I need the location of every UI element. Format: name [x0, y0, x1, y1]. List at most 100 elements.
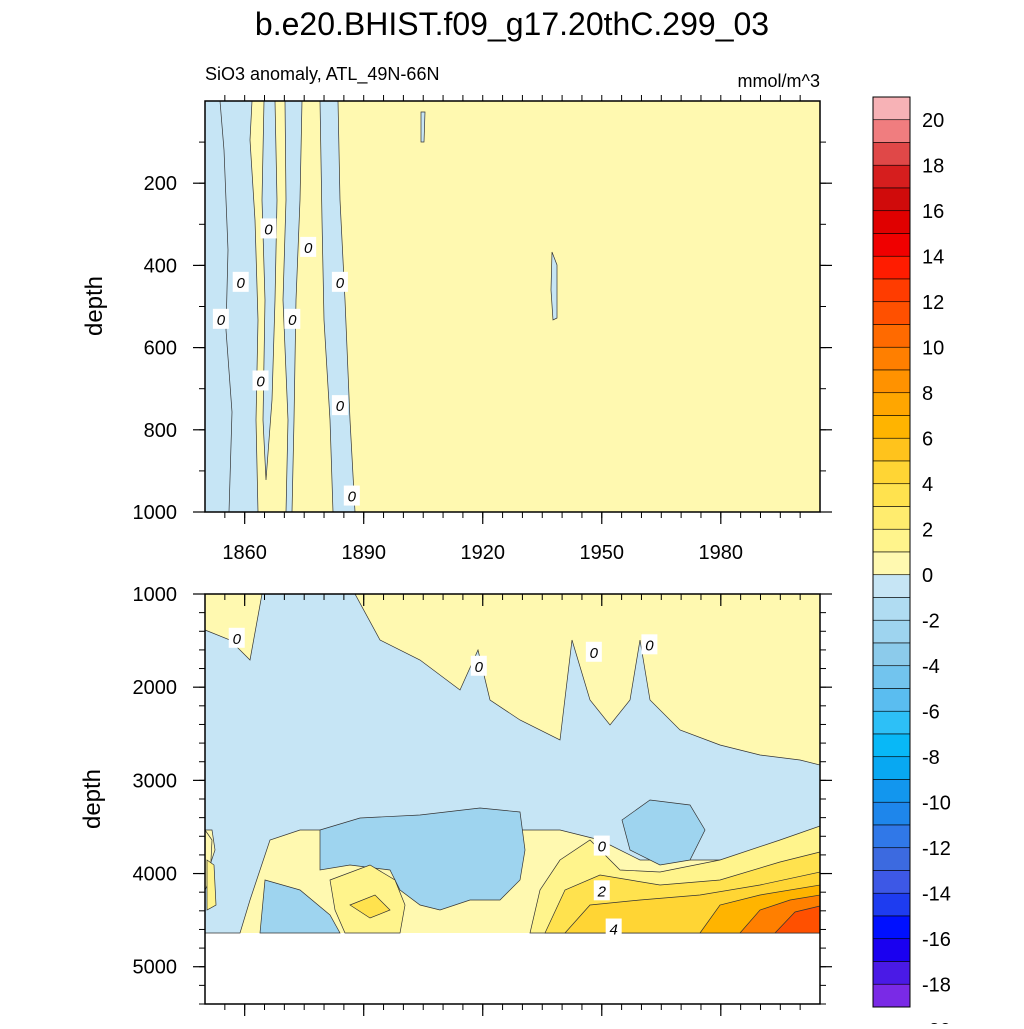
contour-label: 0 [336, 398, 345, 415]
colorbar-swatch [872, 665, 911, 689]
contour-label-box [641, 634, 658, 655]
colorbar-swatch [872, 642, 911, 667]
colorbar-swatch [872, 892, 911, 917]
contour-label-box [343, 485, 360, 506]
colorbar-label: -16 [922, 929, 951, 951]
colorbar-swatch [872, 915, 911, 940]
upper-x-tick-label: 1860 [222, 542, 267, 564]
lower-y-tick-label: 1000 [133, 584, 178, 606]
colorbar-label: 12 [922, 292, 944, 314]
contour-label-box [585, 641, 602, 662]
contour-label-box [470, 655, 487, 676]
contour-label: 0 [304, 240, 313, 257]
colorbar-swatch [872, 460, 911, 485]
colorbar-label: 14 [922, 246, 944, 268]
colorbar-label: -6 [922, 701, 940, 723]
units-label: mmol/m^3 [738, 71, 820, 91]
contour-label-box [593, 880, 610, 901]
upper-y-axis: 200 400 600 800 1000 [133, 141, 832, 524]
upper-x-tick-label: 1890 [341, 542, 386, 564]
colorbar-swatch [872, 688, 911, 712]
colorbar-label: 10 [922, 337, 944, 359]
colorbar-labels: 20181614121086420-2-4-6-8-10-12-14-16-18… [922, 110, 951, 1029]
colorbar-swatch [872, 346, 911, 371]
colorbar [872, 96, 911, 1008]
contour-label-box [300, 236, 317, 257]
contour-label: 0 [590, 645, 599, 662]
lower-y-tick-label: 4000 [133, 864, 178, 886]
colorbar-swatch [872, 255, 911, 280]
contour-label-box [252, 370, 269, 391]
contour-label-box [284, 308, 301, 329]
colorbar-swatch [872, 164, 911, 189]
contour-label-box [605, 918, 622, 939]
contour-label: 0 [336, 275, 345, 292]
colorbar-swatch [872, 574, 911, 598]
contour-label-box [260, 218, 277, 239]
lower-y-tick-label: 5000 [133, 957, 178, 979]
colorbar-swatch [872, 961, 911, 985]
contour-label: 0 [475, 659, 484, 676]
colorbar-label: -20 [922, 1020, 951, 1024]
upper-x-tick-label: 1980 [699, 542, 744, 564]
colorbar-swatch [872, 96, 911, 121]
contour-label: 0 [237, 275, 246, 292]
colorbar-label: -12 [922, 838, 951, 860]
contour-label: 0 [217, 312, 226, 329]
colorbar-swatch [872, 779, 911, 803]
colorbar-swatch [872, 528, 911, 553]
colorbar-swatch [872, 119, 911, 143]
colorbar-label: 20 [922, 110, 944, 132]
contour-label: 0 [348, 489, 357, 506]
colorbar-label: 6 [922, 428, 933, 450]
lower-positive-bump-core [349, 894, 391, 919]
contour-label-box [228, 627, 245, 648]
colorbar-swatch [872, 870, 911, 894]
colorbar-swatch [872, 142, 911, 166]
lower-x-axis [224, 594, 801, 1016]
lower-negative-core-2 [621, 799, 706, 866]
colorbar-swatch [872, 551, 911, 576]
chart-subtitle: SiO3 anomaly, ATL_49N-66N [205, 64, 439, 85]
contour-label: 0 [233, 631, 242, 648]
colorbar-swatch [872, 847, 911, 871]
contour-label-box [212, 308, 229, 329]
contour-label: 2 [597, 883, 607, 900]
upper-y-axis-label: depth [81, 276, 108, 336]
chart-title: b.e20.BHIST.f09_g17.20thC.299_03 [255, 6, 769, 42]
upper-contour-labels: 0 0 0 0 0 0 0 0 0 [212, 218, 360, 506]
upper-y-tick-label: 200 [144, 173, 177, 195]
colorbar-label: -14 [922, 883, 951, 905]
contour-label: 0 [264, 221, 273, 238]
colorbar-swatch [872, 210, 911, 234]
contour-label: 0 [288, 312, 297, 329]
upper-y-tick-label: 600 [144, 338, 177, 360]
colorbar-swatch [872, 278, 911, 303]
colorbar-label: -4 [922, 656, 940, 678]
colorbar-swatch [872, 619, 911, 644]
upper-negative-sliver [420, 111, 426, 143]
upper-y-tick-label: 800 [144, 420, 177, 442]
colorbar-swatch [872, 597, 911, 621]
colorbar-swatch [872, 324, 911, 348]
colorbar-label: -2 [922, 610, 940, 632]
contour-label: 0 [645, 637, 654, 654]
colorbar-swatch [872, 506, 911, 530]
lower-negative-core-3 [259, 879, 341, 934]
colorbar-swatch [872, 756, 911, 780]
lower-y-tick-label: 2000 [133, 677, 178, 699]
colorbar-swatch [872, 983, 911, 1008]
upper-x-axis: 1860 1890 1920 1950 1980 [222, 95, 801, 564]
colorbar-swatch [872, 483, 911, 507]
colorbar-label: 8 [922, 383, 933, 405]
colorbar-label: -8 [922, 747, 940, 769]
contour-label-box [331, 271, 348, 292]
colorbar-label: -10 [922, 792, 951, 814]
lower-left-positive-core [206, 859, 217, 911]
lower-contour-labels: 0 0 0 0 0 2 4 [228, 627, 658, 939]
colorbar-label: 0 [922, 565, 933, 587]
lower-y-axis-label: depth [79, 769, 106, 829]
